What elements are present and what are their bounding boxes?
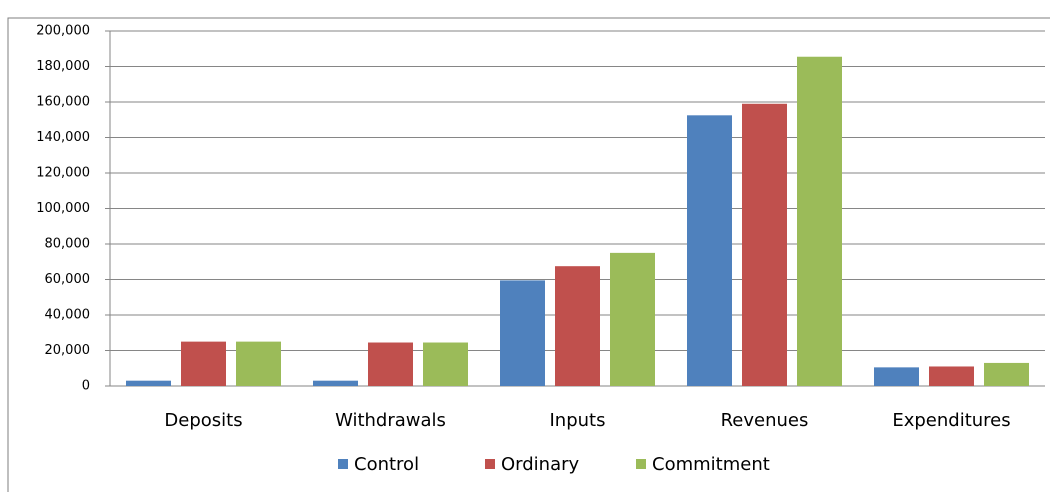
y-tick-label: 200,000 [36,24,90,39]
bar [500,280,545,386]
bar [126,380,171,386]
y-tick-label: 120,000 [36,166,90,181]
bar [687,115,732,386]
legend-swatch [485,459,495,469]
bar [742,103,787,387]
y-tick-label: 60,000 [45,272,91,287]
bar [313,380,358,386]
x-tick-label: Inputs [550,410,606,431]
y-tick-label: 140,000 [36,130,90,145]
x-tick-label: Expenditures [892,410,1010,431]
y-tick-label: 100,000 [36,201,90,216]
y-tick-label: 180,000 [36,59,90,74]
bar [236,341,281,386]
bar [423,342,468,386]
bar [797,56,842,387]
x-tick-label: Revenues [721,410,809,431]
bar [368,342,413,386]
legend-swatch [338,459,348,469]
bar [555,266,600,386]
bar [610,252,655,386]
x-tick-label: Withdrawals [335,410,446,431]
legend-label: Control [354,454,419,475]
legend-label: Commitment [652,454,770,475]
bar [929,366,974,386]
y-tick-label: 160,000 [36,95,90,110]
y-tick-label: 40,000 [45,308,91,323]
bar [984,362,1029,386]
chart-frame [7,17,1050,492]
y-tick-label: 20,000 [45,343,91,358]
bar [181,341,226,386]
bar [874,367,919,386]
y-tick-label: 80,000 [45,237,91,252]
legend-label: Ordinary [501,454,580,475]
legend-swatch [636,459,646,469]
y-tick-label: 0 [82,379,90,394]
x-tick-label: Deposits [164,410,242,431]
